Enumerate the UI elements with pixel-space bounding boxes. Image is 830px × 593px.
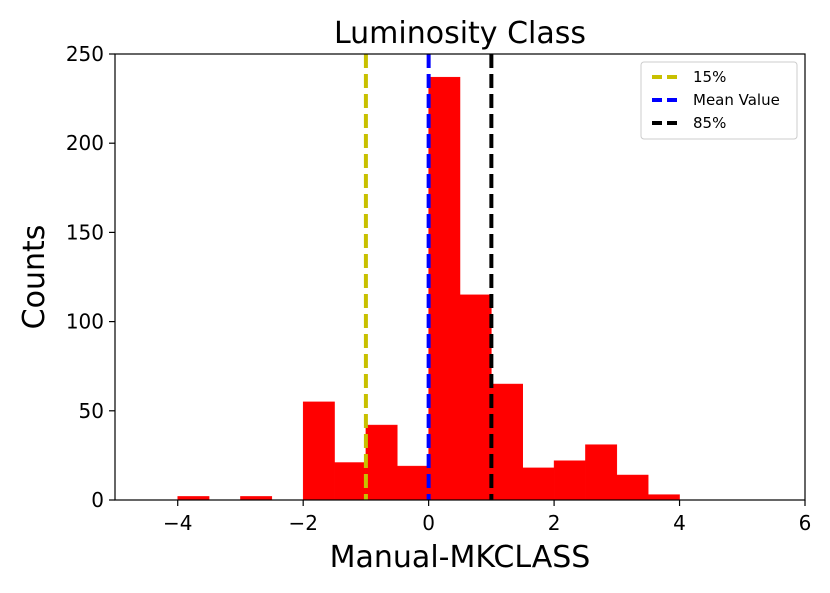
histogram-bar-11 xyxy=(585,444,618,501)
x-axis-ticks: −4 −2 0 2 4 6 xyxy=(163,500,811,535)
bars-group xyxy=(177,76,680,501)
y-tick-label-5: 250 xyxy=(66,42,104,66)
chart-title: Luminosity Class xyxy=(334,16,586,51)
histogram-bar-6 xyxy=(428,76,461,501)
y-axis-ticks: 0 50 100 150 200 250 xyxy=(66,42,115,512)
x-tick-label-4: 4 xyxy=(673,511,686,535)
y-tick-label-3: 150 xyxy=(66,220,104,244)
legend-label-1: Mean Value xyxy=(693,91,780,109)
y-tick-label-4: 200 xyxy=(66,131,104,155)
y-tick-label-0: 0 xyxy=(91,488,104,512)
legend-box xyxy=(640,61,798,140)
histogram-bar-3 xyxy=(334,462,367,501)
x-tick-label-5: 6 xyxy=(799,511,812,535)
y-axis-label: Counts xyxy=(17,225,52,330)
histogram-bar-5 xyxy=(397,465,429,501)
x-tick-label-0: −4 xyxy=(163,511,192,535)
histogram-bar-8 xyxy=(491,383,523,501)
histogram-bar-13 xyxy=(647,494,680,501)
legend: 15% Mean Value 85% xyxy=(640,61,798,140)
y-tick-label-1: 50 xyxy=(79,399,104,423)
histogram-bar-7 xyxy=(459,294,492,501)
x-tick-label-1: −2 xyxy=(288,511,317,535)
histogram-bar-2 xyxy=(302,401,335,501)
plot-frame xyxy=(114,53,806,501)
histogram-bar-10 xyxy=(553,460,586,501)
x-tick-label-2: 0 xyxy=(422,511,435,535)
histogram-bar-12 xyxy=(616,474,649,501)
x-axis-label: Manual-MKCLASS xyxy=(330,540,591,575)
x-tick-label-3: 2 xyxy=(548,511,561,535)
legend-label-0: 15% xyxy=(693,68,726,86)
histogram-bar-9 xyxy=(522,467,555,501)
reference-lines-group xyxy=(363,54,494,500)
legend-label-2: 85% xyxy=(693,114,726,132)
histogram-bar-4 xyxy=(365,424,398,501)
y-tick-label-2: 100 xyxy=(66,310,104,334)
